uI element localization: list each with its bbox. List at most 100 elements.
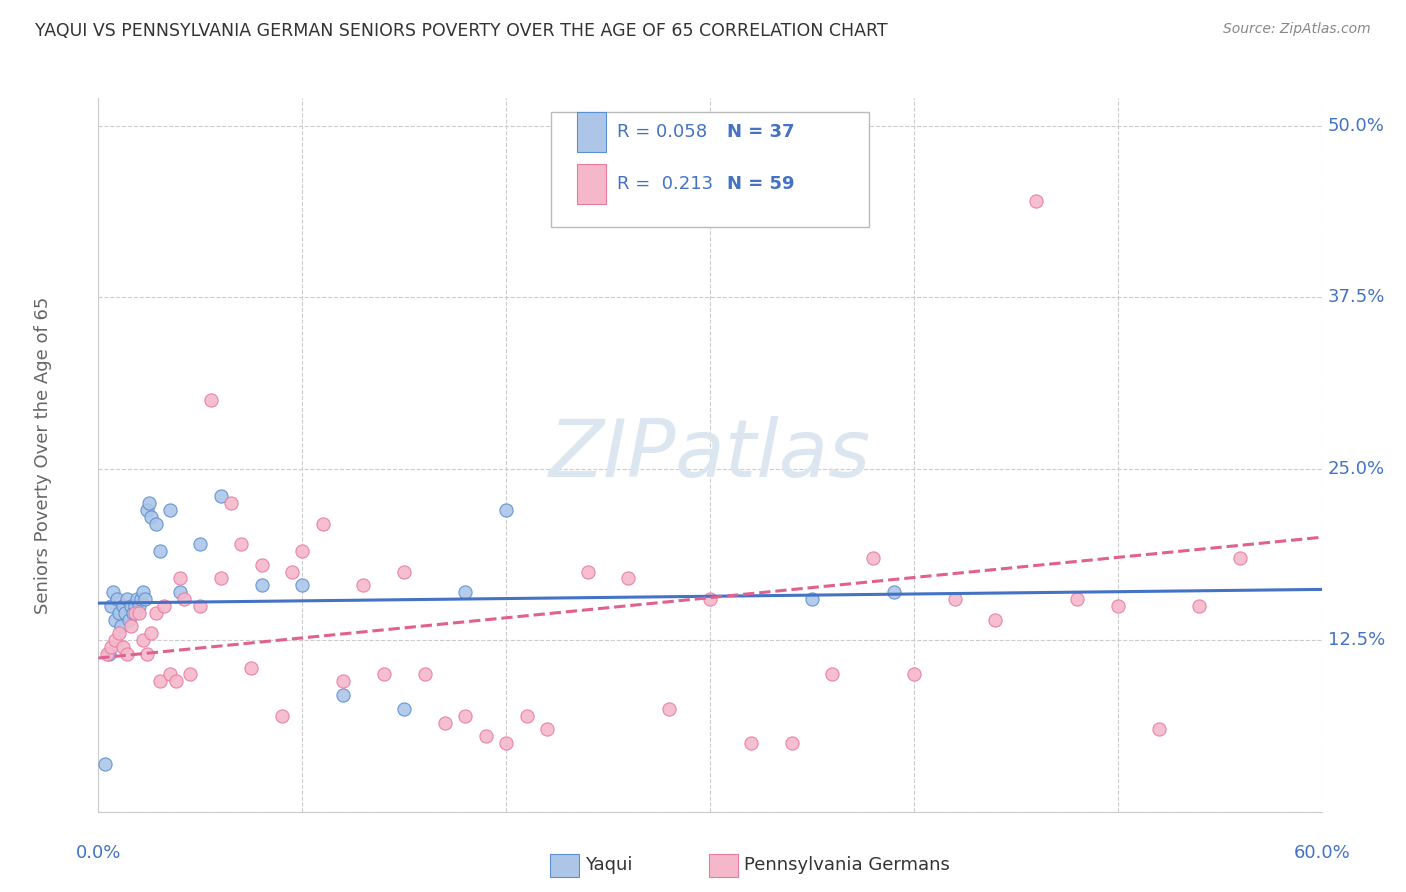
Point — [392, 565, 416, 579]
Text: Yaqui: Yaqui — [585, 856, 633, 874]
Text: 25.0%: 25.0% — [1327, 459, 1385, 477]
Point — [699, 592, 721, 607]
Text: N = 59: N = 59 — [727, 175, 794, 193]
Point — [149, 674, 172, 689]
Point — [152, 599, 174, 613]
Point — [114, 606, 136, 620]
Point — [118, 613, 141, 627]
Text: R =  0.213: R = 0.213 — [617, 175, 713, 193]
Text: N = 37: N = 37 — [727, 123, 794, 141]
Point — [209, 489, 232, 503]
Text: R = 0.058: R = 0.058 — [617, 123, 707, 141]
Point — [132, 585, 155, 599]
Point — [105, 592, 128, 607]
Text: 60.0%: 60.0% — [1294, 844, 1350, 862]
Point — [1025, 194, 1047, 208]
Point — [149, 544, 172, 558]
Point — [188, 599, 212, 613]
Point — [373, 667, 395, 681]
Point — [173, 592, 195, 607]
Point — [231, 537, 253, 551]
Point — [352, 578, 374, 592]
Point — [115, 592, 138, 607]
Point — [495, 503, 517, 517]
Point — [124, 606, 146, 620]
Point — [138, 496, 160, 510]
Point — [110, 619, 132, 633]
Point — [129, 592, 152, 607]
Point — [1229, 550, 1251, 565]
Point — [100, 640, 122, 654]
Text: 37.5%: 37.5% — [1327, 288, 1385, 306]
Point — [111, 599, 134, 613]
Point — [169, 571, 191, 585]
Point — [1147, 723, 1170, 737]
Text: Seniors Poverty Over the Age of 65: Seniors Poverty Over the Age of 65 — [34, 296, 52, 614]
Point — [454, 585, 477, 599]
Point — [617, 571, 640, 585]
Point — [250, 558, 273, 572]
Point — [209, 571, 232, 585]
Point — [120, 599, 142, 613]
Point — [413, 667, 436, 681]
Text: 0.0%: 0.0% — [76, 844, 121, 862]
Point — [127, 592, 149, 607]
Point — [516, 708, 538, 723]
Point — [159, 503, 181, 517]
Point — [984, 613, 1007, 627]
Text: Source: ZipAtlas.com: Source: ZipAtlas.com — [1223, 22, 1371, 37]
Point — [332, 688, 354, 702]
Point — [780, 736, 803, 750]
Point — [165, 674, 187, 689]
Point — [821, 667, 844, 681]
Point — [495, 736, 517, 750]
Point — [97, 647, 120, 661]
Point — [270, 708, 294, 723]
Point — [169, 585, 191, 599]
Point — [943, 592, 966, 607]
Point — [115, 647, 138, 661]
Point — [332, 674, 354, 689]
Point — [104, 613, 127, 627]
Point — [250, 578, 273, 592]
Text: Pennsylvania Germans: Pennsylvania Germans — [744, 856, 950, 874]
Point — [124, 599, 146, 613]
Point — [145, 516, 167, 531]
Point — [801, 592, 824, 607]
FancyBboxPatch shape — [576, 112, 606, 153]
Point — [576, 565, 599, 579]
Point — [101, 585, 124, 599]
Point — [128, 606, 150, 620]
Point — [108, 606, 131, 620]
Point — [120, 619, 142, 633]
Point — [740, 736, 762, 750]
Point — [454, 708, 477, 723]
Point — [392, 702, 416, 716]
FancyBboxPatch shape — [709, 854, 738, 877]
Point — [132, 633, 155, 648]
Point — [474, 729, 498, 743]
Point — [291, 578, 314, 592]
Point — [100, 599, 122, 613]
Point — [96, 647, 118, 661]
Point — [141, 626, 163, 640]
Point — [136, 503, 159, 517]
Point — [312, 516, 335, 531]
Point — [179, 667, 201, 681]
Point — [658, 702, 681, 716]
Text: 12.5%: 12.5% — [1327, 632, 1385, 649]
Point — [536, 723, 558, 737]
Point — [903, 667, 925, 681]
Point — [136, 647, 159, 661]
Point — [200, 392, 222, 407]
Point — [291, 544, 314, 558]
Point — [122, 606, 145, 620]
FancyBboxPatch shape — [551, 112, 869, 227]
Point — [188, 537, 212, 551]
Point — [240, 660, 263, 674]
Point — [141, 509, 163, 524]
Point — [108, 626, 131, 640]
Point — [434, 715, 457, 730]
FancyBboxPatch shape — [550, 854, 579, 877]
Point — [1066, 592, 1088, 607]
